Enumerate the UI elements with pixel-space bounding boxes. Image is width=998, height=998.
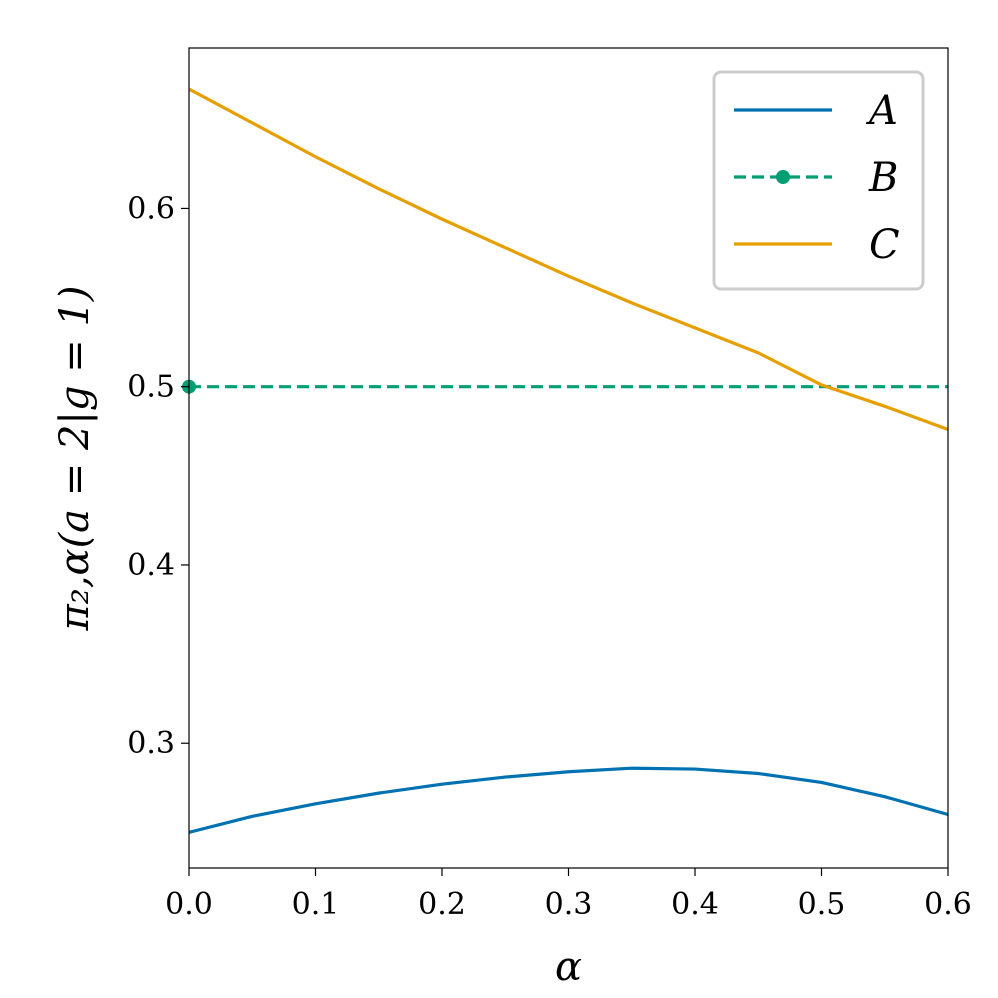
legend-box <box>712 70 925 291</box>
x-tick-label: 0.5 <box>798 887 846 922</box>
axis-ticks: 0.0 0.1 0.2 0.3 0.4 0.5 0.6 0.3 0.4 0.5 0.6 <box>127 191 972 922</box>
y-tick-label: 0.3 <box>127 726 175 761</box>
x-tick-label: 0.3 <box>545 887 593 922</box>
x-tick-label: 0.1 <box>292 887 340 922</box>
legend-marker-B <box>776 170 790 184</box>
y-tick-label: 0.5 <box>127 370 175 405</box>
x-tick-label: 0.4 <box>671 887 719 922</box>
legend-label-B: B <box>868 155 898 201</box>
x-axis-label: α <box>555 944 582 990</box>
y-tick-label: 0.6 <box>127 191 175 226</box>
y-axis-label: π₂,α(a = 2|g = 1) <box>52 286 98 632</box>
x-tick-label: 0.0 <box>165 887 213 922</box>
x-tick-label: 0.2 <box>418 887 466 922</box>
series-line-C <box>189 87 948 431</box>
series-line-A <box>189 766 948 834</box>
legend-label-A: A <box>865 88 898 134</box>
y-tick-label: 0.4 <box>127 548 175 583</box>
legend-label-C: C <box>869 222 900 268</box>
x-tick-label: 0.6 <box>924 887 972 922</box>
legend: ABC <box>712 70 925 291</box>
